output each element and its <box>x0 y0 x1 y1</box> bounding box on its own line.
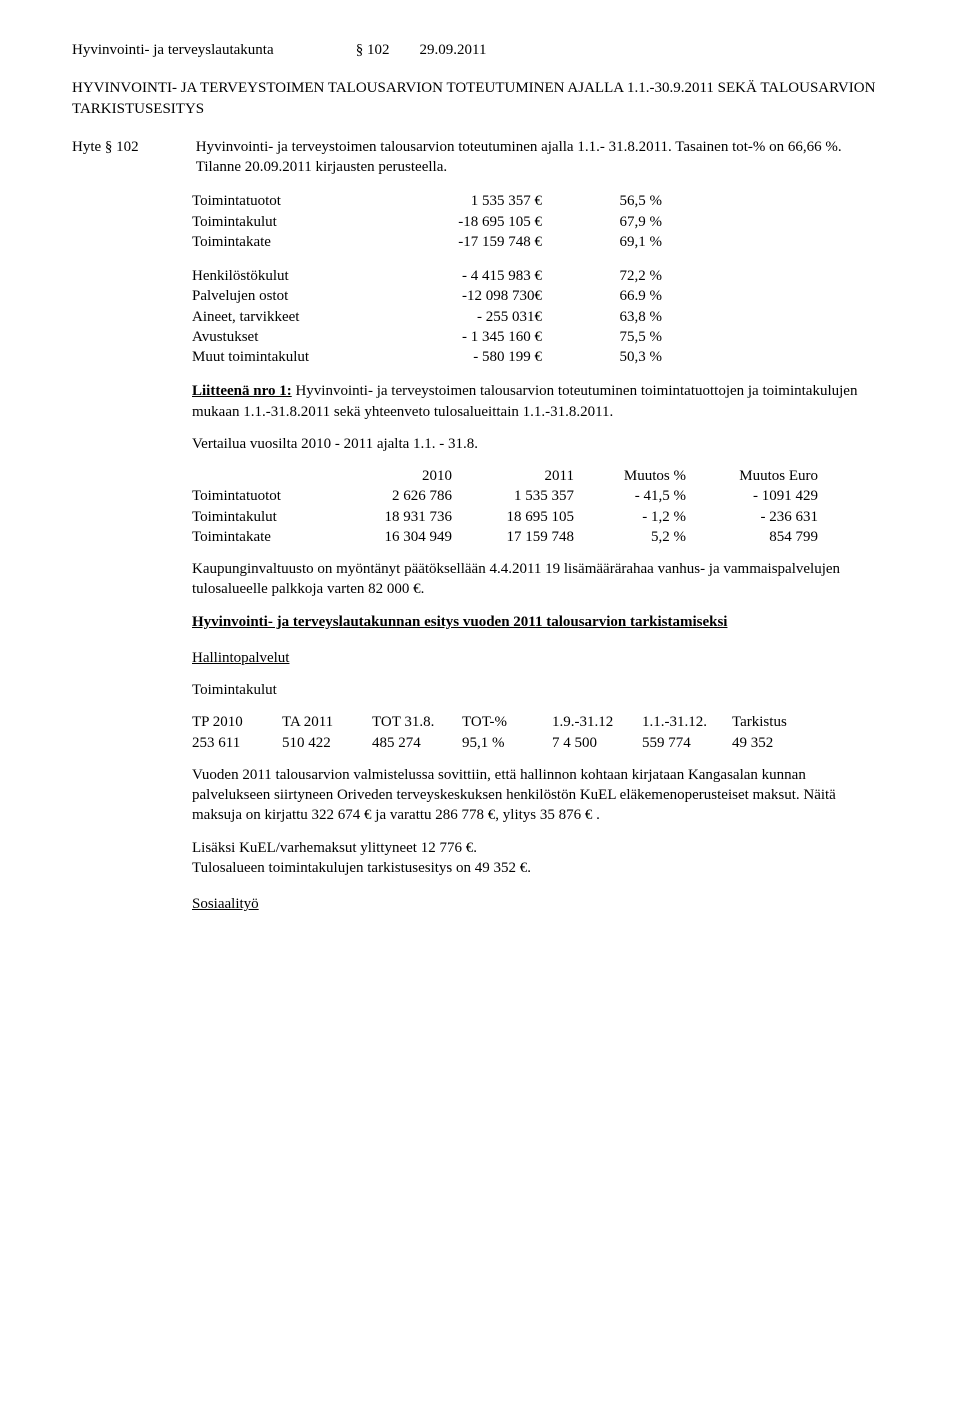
cell-value: - 580 199 € <box>402 347 572 367</box>
table-row: Muut toimintakulut - 580 199 € 50,3 % <box>192 347 872 367</box>
summary-table-2: Henkilöstökulut - 4 415 983 € 72,2 % Pal… <box>192 266 872 367</box>
cell: 17 159 748 <box>464 527 586 547</box>
cell-head: TOT 31.8. <box>372 712 462 732</box>
lisaksi-line: Lisäksi KuEL/varhemaksut ylittyneet 12 7… <box>192 838 872 858</box>
cell: 95,1 % <box>462 733 552 753</box>
table-head-row: 2010 2011 Muutos % Muutos Euro <box>192 466 872 486</box>
sosiaali-heading: Sosiaalityö <box>192 894 872 914</box>
vuoden-paragraph: Vuoden 2011 talousarvion valmistelussa s… <box>192 765 872 826</box>
cell: 7 4 500 <box>552 733 642 753</box>
page-header: Hyvinvointi- ja terveyslautakunta § 102 … <box>72 40 900 60</box>
cell-value: - 1 345 160 € <box>402 327 572 347</box>
table-row: Toimintakate -17 159 748 € 69,1 % <box>192 232 872 252</box>
cell-value: -18 695 105 € <box>402 212 572 232</box>
hallinto-heading: Hallintopalvelut <box>192 648 872 668</box>
hyte-label: Hyte § 102 <box>72 137 192 157</box>
cell-label: Toimintakulut <box>192 212 402 232</box>
vertailu-table: 2010 2011 Muutos % Muutos Euro Toimintat… <box>192 466 872 547</box>
cell-pct: 75,5 % <box>572 327 662 347</box>
cell-label: Muut toimintakulut <box>192 347 402 367</box>
cell-head: 1.9.-31.12 <box>552 712 642 732</box>
header-date: 29.09.2011 <box>420 40 487 60</box>
table-row: Toimintakate 16 304 949 17 159 748 5,2 %… <box>192 527 872 547</box>
table-head-row: TP 2010 TA 2011 TOT 31.8. TOT-% 1.9.-31.… <box>192 712 872 732</box>
cell-value: 1 535 357 € <box>402 191 572 211</box>
cell: 485 274 <box>372 733 462 753</box>
tp-table: TP 2010 TA 2011 TOT 31.8. TOT-% 1.9.-31.… <box>192 712 872 753</box>
cell-value: -17 159 748 € <box>402 232 572 252</box>
cell-pct: 63,8 % <box>572 307 662 327</box>
table-row: Toimintatuotot 1 535 357 € 56,5 % <box>192 191 872 211</box>
table-row: Aineet, tarvikkeet - 255 031€ 63,8 % <box>192 307 872 327</box>
cell-label: Avustukset <box>192 327 402 347</box>
cell-label: Palvelujen ostot <box>192 286 402 306</box>
cell: - 1091 429 <box>698 486 818 506</box>
summary-table-1: Toimintatuotot 1 535 357 € 56,5 % Toimin… <box>192 191 872 252</box>
cell: - 41,5 % <box>586 486 698 506</box>
cell: 559 774 <box>642 733 732 753</box>
header-left: Hyvinvointi- ja terveyslautakunta <box>72 40 352 60</box>
cell: 253 611 <box>192 733 282 753</box>
cell: Toimintakate <box>192 527 342 547</box>
kaupungin-paragraph: Kaupunginvaltuusto on myöntänyt päätökse… <box>192 559 872 600</box>
table-row: Avustukset - 1 345 160 € 75,5 % <box>192 327 872 347</box>
cell: 1 535 357 <box>464 486 586 506</box>
toimintakulut-label: Toimintakulut <box>192 680 872 700</box>
table-row: Toimintakulut -18 695 105 € 67,9 % <box>192 212 872 232</box>
cell-label: Toimintakate <box>192 232 402 252</box>
cell-head: Muutos Euro <box>698 466 818 486</box>
cell-label: Toimintatuotot <box>192 191 402 211</box>
header-section: § 102 <box>356 40 416 60</box>
cell-value: - 255 031€ <box>402 307 572 327</box>
cell-label: Henkilöstökulut <box>192 266 402 286</box>
cell-label: Aineet, tarvikkeet <box>192 307 402 327</box>
cell-pct: 69,1 % <box>572 232 662 252</box>
liite-rest: Hyvinvointi- ja terveystoimen talousarvi… <box>192 383 857 419</box>
liite-lead: Liitteenä nro 1: <box>192 383 292 399</box>
cell: Toimintatuotot <box>192 486 342 506</box>
table-row: Palvelujen ostot -12 098 730€ 66.9 % <box>192 286 872 306</box>
cell: 18 695 105 <box>464 507 586 527</box>
cell: 854 799 <box>698 527 818 547</box>
liite-paragraph: Liitteenä nro 1: Hyvinvointi- ja terveys… <box>192 381 872 422</box>
cell-pct: 72,2 % <box>572 266 662 286</box>
hyte-intro: Hyvinvointi- ja terveystoimen talousarvi… <box>196 137 876 178</box>
cell-pct: 66.9 % <box>572 286 662 306</box>
cell-head: TOT-% <box>462 712 552 732</box>
cell: 5,2 % <box>586 527 698 547</box>
document-title: HYVINVOINTI- JA TERVEYSTOIMEN TALOUSARVI… <box>72 78 900 119</box>
cell: 510 422 <box>282 733 372 753</box>
cell-value: - 4 415 983 € <box>402 266 572 286</box>
cell: 49 352 <box>732 733 832 753</box>
table-row: 253 611 510 422 485 274 95,1 % 7 4 500 5… <box>192 733 872 753</box>
vertailu-title: Vertailua vuosilta 2010 - 2011 ajalta 1.… <box>192 434 872 454</box>
cell-pct: 56,5 % <box>572 191 662 211</box>
cell-pct: 50,3 % <box>572 347 662 367</box>
cell-value: -12 098 730€ <box>402 286 572 306</box>
tulos-line: Tulosalueen toimintakulujen tarkistusesi… <box>192 858 872 878</box>
table-row: Toimintakulut 18 931 736 18 695 105 - 1,… <box>192 507 872 527</box>
cell-head: TA 2011 <box>282 712 372 732</box>
cell-head: 2011 <box>464 466 586 486</box>
cell-head: Tarkistus <box>732 712 832 732</box>
hyte-block: Hyte § 102 Hyvinvointi- ja terveystoimen… <box>72 137 900 178</box>
table-row: Toimintatuotot 2 626 786 1 535 357 - 41,… <box>192 486 872 506</box>
table-row: Henkilöstökulut - 4 415 983 € 72,2 % <box>192 266 872 286</box>
cell: 16 304 949 <box>342 527 464 547</box>
cell-pct: 67,9 % <box>572 212 662 232</box>
esitys-heading: Hyvinvointi- ja terveyslautakunnan esity… <box>192 612 872 632</box>
cell: - 236 631 <box>698 507 818 527</box>
cell: - 1,2 % <box>586 507 698 527</box>
cell: Toimintakulut <box>192 507 342 527</box>
cell: 18 931 736 <box>342 507 464 527</box>
cell-head: 2010 <box>342 466 464 486</box>
cell-head: 1.1.-31.12. <box>642 712 732 732</box>
cell-head: TP 2010 <box>192 712 282 732</box>
cell: 2 626 786 <box>342 486 464 506</box>
cell-head: Muutos % <box>586 466 698 486</box>
cell-head <box>192 466 342 486</box>
